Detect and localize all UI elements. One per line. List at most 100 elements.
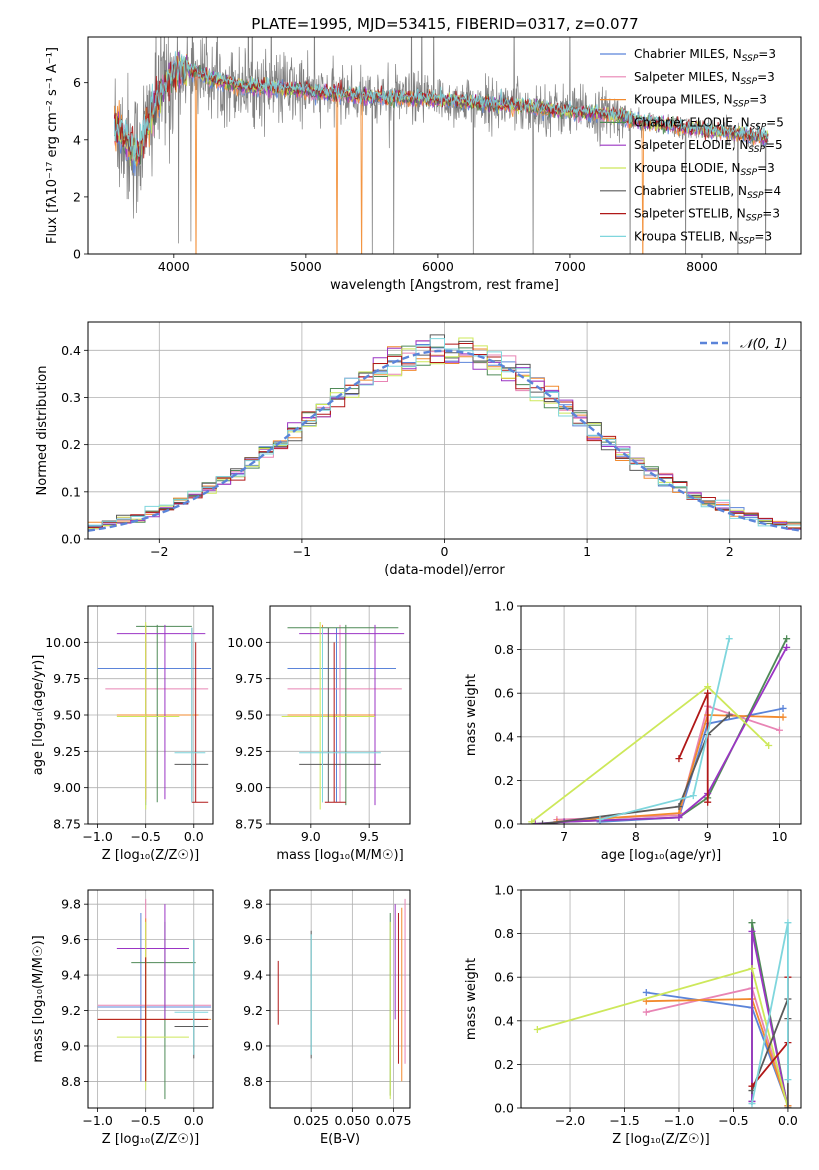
y-tick-label: 0.2 xyxy=(494,1057,514,1072)
x-tick-label: −1.5 xyxy=(609,1113,639,1128)
x-tick-label: 7 xyxy=(560,829,568,844)
weight-line xyxy=(542,714,730,824)
y-tick-label: 1.0 xyxy=(494,883,514,898)
x-axis-label: age [log₁₀(age/yr)] xyxy=(601,848,722,863)
x-tick-label: 0 xyxy=(441,544,449,559)
y-tick-label: 9.4 xyxy=(61,968,81,983)
axes-frame xyxy=(87,36,802,255)
y-tick-label: 8.75 xyxy=(235,817,263,832)
panel-age-vs-Z: −1.0 −0.5 0.0 8.75 9.00 9.25 9.50 9.75 10.00 Z [l… xyxy=(31,605,214,863)
weight-line xyxy=(531,685,770,823)
weight-marker xyxy=(779,704,787,712)
x-tick-label: 0.0 xyxy=(184,829,204,844)
weight-marker xyxy=(675,813,683,821)
weight-marker xyxy=(539,820,547,824)
y-axis-label: mass [log₁₀(M/M☉)] xyxy=(31,935,46,1062)
weight-marker xyxy=(748,1100,756,1108)
residual-histogram-line xyxy=(88,338,801,527)
weight-marker xyxy=(775,726,783,734)
axes-frame xyxy=(269,889,411,1109)
y-tick-label: 9.75 xyxy=(53,671,81,686)
x-axis-label: Z [log₁₀(Z/Z☉)] xyxy=(612,1132,709,1147)
figure-title: PLATE=1995, MJD=53415, FIBERID=0317, z=0… xyxy=(251,15,638,33)
x-tick-label: −2 xyxy=(150,544,168,559)
legend-label: Salpeter ELODIE, NSSP=5 xyxy=(634,138,783,155)
weight-marker xyxy=(689,792,697,800)
weight-marker xyxy=(765,742,773,750)
legend-label: Salpeter STELIB, NSSP=3 xyxy=(634,207,780,224)
y-axis-label: mass weight xyxy=(464,958,479,1040)
x-tick-label: 0.0 xyxy=(184,1113,204,1128)
axes-frame xyxy=(520,889,802,1109)
x-tick-label: 8 xyxy=(632,829,640,844)
y-tick-label: 1.0 xyxy=(494,599,514,614)
weight-marker xyxy=(783,643,791,651)
x-tick-label: 1 xyxy=(583,544,591,559)
y-tick-label: 9.50 xyxy=(235,708,263,723)
panel-residuals: −2 −1 0 1 2 0.0 0.1 0.2 0.3 0.4 (data-model)/error… xyxy=(35,321,802,578)
y-tick-label: 9.2 xyxy=(61,1003,81,1018)
weight-marker xyxy=(783,635,791,643)
weight-marker xyxy=(784,1104,792,1108)
axes-frame xyxy=(520,605,802,825)
model-spectrum-line xyxy=(113,51,769,166)
y-tick-label: 0.8 xyxy=(494,926,514,941)
y-tick-label: 9.25 xyxy=(53,744,81,759)
y-tick-label: 0.4 xyxy=(494,729,514,744)
y-tick-label: 9.25 xyxy=(235,744,263,759)
y-tick-label: 8.8 xyxy=(61,1074,81,1089)
axes-frame xyxy=(87,889,214,1109)
weight-line xyxy=(535,646,788,824)
y-tick-label: 2 xyxy=(73,189,81,204)
y-tick-label: 9.4 xyxy=(243,968,263,983)
weight-marker xyxy=(531,820,539,824)
y-tick-label: 9.6 xyxy=(243,932,263,947)
y-axis-label: Flux [fλ10⁻¹⁷ erg cm⁻² s⁻¹ A⁻¹] xyxy=(45,47,60,244)
weight-marker xyxy=(642,988,650,996)
x-tick-label: 5000 xyxy=(290,259,322,274)
x-tick-label: 7000 xyxy=(554,259,586,274)
y-tick-label: 8.8 xyxy=(243,1074,263,1089)
y-tick-label: 9.8 xyxy=(243,897,263,912)
weight-marker xyxy=(642,1008,650,1016)
weight-marker xyxy=(725,711,733,719)
x-tick-label: −1 xyxy=(293,544,311,559)
legend-label: Kroupa ELODIE, NSSP=3 xyxy=(634,161,775,178)
weight-marker xyxy=(748,919,756,927)
x-tick-label: 9.0 xyxy=(301,829,321,844)
weight-marker xyxy=(748,927,756,935)
plot-area xyxy=(88,334,801,532)
y-tick-label: 0.1 xyxy=(61,484,81,499)
y-tick-label: 0.0 xyxy=(494,817,514,832)
x-tick-label: 10 xyxy=(772,829,788,844)
y-tick-label: 0.0 xyxy=(61,532,81,547)
y-tick-label: 9.50 xyxy=(53,708,81,723)
y-tick-label: 10.00 xyxy=(227,635,263,650)
y-tick-label: 9.00 xyxy=(53,780,81,795)
y-tick-label: 9.0 xyxy=(243,1038,263,1053)
y-tick-label: 0.2 xyxy=(61,437,81,452)
x-axis-label: Z [log₁₀(Z/Z☉)] xyxy=(102,1132,199,1147)
plot-area xyxy=(281,621,405,810)
y-tick-label: 0.2 xyxy=(494,773,514,788)
weight-marker xyxy=(725,635,733,643)
x-tick-label: 6000 xyxy=(422,259,454,274)
plot-area xyxy=(97,621,212,810)
panel-weight-vs-age: 7 8 9 10 0.0 0.2 0.4 0.6 0.8 1.0 age [log₁₀(age/yr… xyxy=(464,599,802,863)
weight-line xyxy=(646,991,789,1107)
y-tick-label: 0.6 xyxy=(494,686,514,701)
panel-mass-vs-ebv: 0.025 0.050 0.075 8.8 9.0 9.2 9.4 9.6 9.8 E(B-V) xyxy=(243,889,411,1147)
x-tick-label: 0.025 xyxy=(293,1113,329,1128)
plot-area xyxy=(113,37,769,254)
x-tick-label: 2 xyxy=(726,544,734,559)
y-tick-label: 10.00 xyxy=(45,635,81,650)
plot-area xyxy=(528,635,791,824)
x-tick-label: −2.0 xyxy=(555,1113,585,1128)
weight-marker xyxy=(533,1026,541,1034)
x-axis-label: mass [log₁₀(M/M☉)] xyxy=(276,848,403,863)
legend-label: Chabrier MILES, NSSP=3 xyxy=(634,47,776,64)
y-tick-label: 9.75 xyxy=(235,671,263,686)
y-tick-label: 9.0 xyxy=(61,1038,81,1053)
panel-age-vs-mass: 9.0 9.5 8.75 9.00 9.25 9.50 9.75 10.00 mass [log… xyxy=(227,605,411,863)
